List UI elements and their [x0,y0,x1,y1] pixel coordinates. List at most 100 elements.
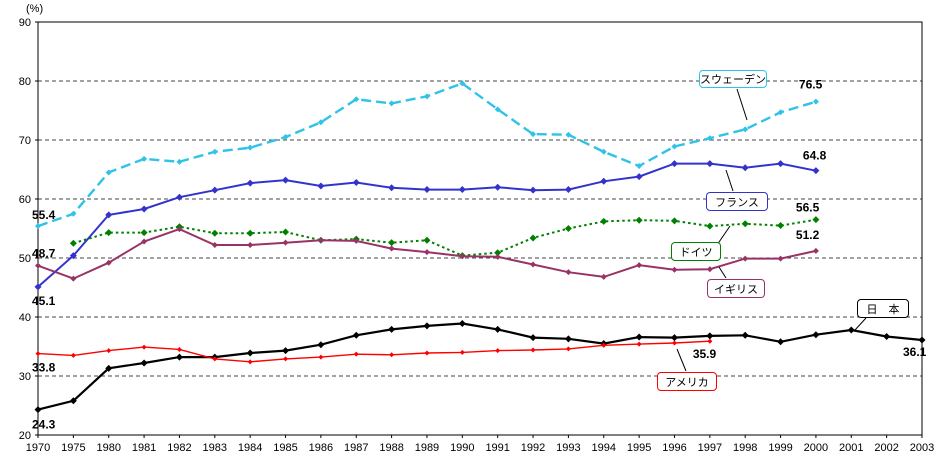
series-marker-france [777,160,785,168]
y-tick-label: 80 [19,76,31,88]
series-marker-france [175,193,183,201]
series-marker-germany [741,220,749,228]
series-marker-uk [636,262,643,269]
series-marker-france [246,179,254,187]
series-marker-japan [246,349,254,357]
x-tick-label: 2001 [839,442,863,454]
point-label-sweden-2000: 76.5 [799,78,823,92]
point-label-germany-2000: 56.5 [796,201,820,215]
x-tick-label: 1984 [238,442,262,454]
series-marker-germany [140,229,148,237]
series-marker-sweden [494,106,501,113]
series-marker-japan [494,325,502,333]
series-marker-japan [706,332,714,340]
series-marker-sweden [812,98,819,105]
series-marker-uk [742,255,749,262]
series-marker-uk [317,237,324,244]
series-marker-uk [105,259,112,266]
series-marker-france [388,184,396,192]
series-marker-france [529,186,537,194]
series-marker-france [706,160,714,168]
x-tick-label: 1970 [26,442,50,454]
series-marker-uk [600,273,607,280]
x-tick-label: 1998 [733,442,757,454]
series-marker-germany [529,234,537,242]
series-marker-sweden [141,155,148,162]
y-tick-label: 30 [19,371,31,383]
series-marker-japan [564,335,572,343]
series-marker-japan [741,331,749,339]
series-marker-germany [246,229,254,237]
series-marker-germany [635,216,643,224]
series-marker-japan [847,326,855,334]
series-marker-uk [423,249,430,256]
x-tick-label: 1994 [592,442,616,454]
series-marker-sweden [211,148,218,155]
series-marker-germany [423,236,431,244]
series-marker-sweden [35,223,41,230]
x-tick-label: 1999 [768,442,792,454]
series-line-japan [37,322,923,411]
series-marker-sweden [282,134,289,141]
series-marker-france [69,252,77,260]
series-marker-sweden [388,100,395,107]
series-marker-uk [494,253,501,260]
series-marker-japan [458,319,466,327]
series-marker-japan [69,397,77,405]
y-tick-label: 70 [19,135,31,147]
series-marker-japan [883,332,891,340]
series-marker-usa [212,356,218,362]
series-marker-japan [388,325,396,333]
series-marker-germany [670,217,678,225]
series-marker-usa [424,350,430,356]
point-label-france-1970: 45.1 [32,294,56,308]
series-line-usa [37,340,710,363]
series-marker-france [458,186,466,194]
series-marker-usa [283,356,289,362]
point-label-japan-1970: 24.3 [32,418,56,432]
series-marker-usa [318,354,324,360]
series-marker-sweden [176,158,183,165]
series-marker-japan [175,353,183,361]
x-tick-label: 2002 [874,442,898,454]
series-marker-france [423,186,431,194]
legend-pointer-uk [718,266,727,279]
series-marker-sweden [565,131,572,138]
series-marker-japan [352,331,360,339]
series-marker-sweden [636,162,643,169]
series-marker-japan [635,333,643,341]
y-tick-label: 50 [19,253,31,265]
series-marker-france [741,164,749,172]
series-marker-germany [105,229,113,237]
series-marker-sweden [706,135,713,142]
x-tick-label: 1993 [556,442,580,454]
series-marker-sweden [777,109,784,116]
series-marker-usa [601,342,607,348]
series-marker-uk [353,237,360,244]
series-marker-germany [282,228,290,236]
series-marker-usa [70,352,76,358]
series-marker-uk [388,245,395,252]
series-marker-sweden [742,126,749,133]
x-tick-label: 1975 [61,442,85,454]
series-marker-germany [69,239,77,247]
series-marker-france [140,205,148,213]
series-marker-japan [918,336,926,344]
series-marker-japan [812,331,820,339]
series-marker-uk [176,226,183,233]
x-tick-label: 1980 [96,442,120,454]
x-tick-label: 1985 [273,442,297,454]
series-marker-usa [707,338,713,344]
series-marker-usa [671,340,677,346]
series-marker-usa [106,348,112,354]
series-marker-uk [211,242,218,249]
x-tick-label: 1991 [485,442,509,454]
legend-pointer-france [725,169,734,192]
series-marker-uk [671,266,678,273]
series-marker-usa [565,346,571,352]
point-label-france-2000: 64.8 [803,149,827,163]
series-marker-usa [389,352,395,358]
series-marker-japan [34,406,42,414]
x-tick-label: 1986 [309,442,333,454]
x-tick-label: 2000 [804,442,828,454]
